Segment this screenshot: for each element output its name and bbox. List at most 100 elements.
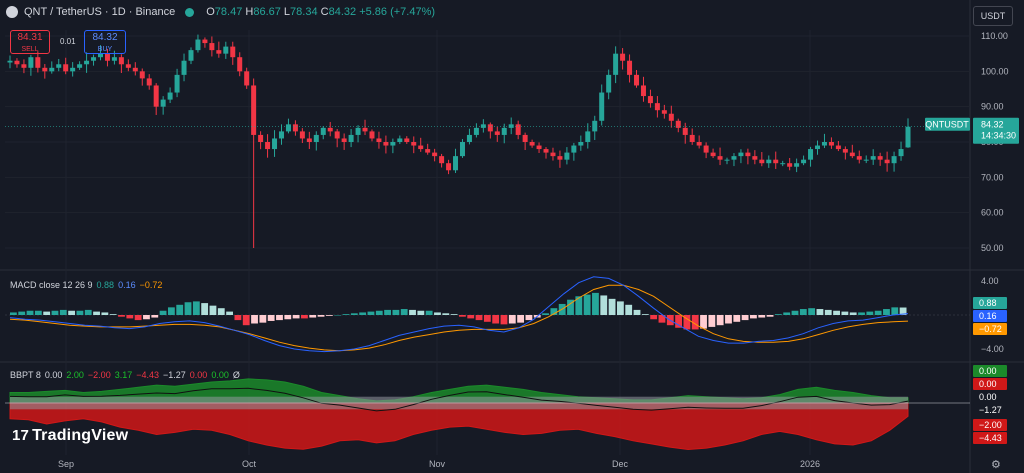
macd-histogram-bar (184, 302, 192, 315)
macd-histogram-bar (43, 311, 51, 315)
candle-body (383, 142, 389, 146)
candle-body (508, 124, 514, 128)
candle-body (738, 152, 744, 157)
macd-histogram-bar (899, 307, 907, 315)
candle-body (668, 113, 674, 121)
macd-value-tag (973, 310, 1007, 322)
macd-histogram-bar (167, 307, 175, 315)
candle-body (446, 163, 452, 171)
bbpt-value-tag (973, 391, 1007, 403)
candle-body (571, 145, 577, 153)
settings-gear-icon[interactable]: ⚙ (991, 459, 1001, 471)
price-tick-label: 60.00 (981, 208, 1004, 218)
bbpt-value-label: 0.00 (979, 392, 997, 402)
candle-body (258, 134, 264, 142)
candle-body (411, 142, 417, 146)
candle-body (376, 138, 382, 142)
macd-histogram-bar (442, 313, 450, 315)
macd-histogram-bar (858, 312, 865, 315)
candle-body (536, 145, 542, 150)
candle-body (731, 156, 737, 160)
candle-body (459, 142, 465, 157)
macd-value-label: −0.72 (979, 324, 1002, 334)
candle-body (14, 60, 20, 65)
macd-histogram-bar (342, 314, 350, 315)
candle-body (181, 60, 187, 75)
candle-body (473, 127, 479, 135)
macd-histogram-bar (675, 315, 682, 328)
candle-body (278, 131, 284, 139)
candle-body (216, 50, 222, 54)
macd-histogram-bar (84, 309, 92, 315)
macd-histogram-bar (583, 294, 591, 315)
macd-histogram-bar (517, 315, 525, 323)
macd-histogram-bar (101, 312, 109, 315)
candle-body (703, 145, 709, 153)
macd-histogram-bar (542, 313, 549, 315)
candle-body (613, 53, 619, 75)
macd-histogram-bar (10, 312, 17, 315)
candle-body (209, 43, 215, 51)
macd-histogram-bar (733, 315, 741, 322)
candle-body (675, 120, 681, 128)
macd-histogram-bar (641, 314, 649, 315)
macd-histogram-bar (234, 315, 242, 321)
macd-histogram-bar (209, 305, 217, 315)
candle-body (77, 64, 83, 68)
sell-button[interactable]: 84.31 SELL (10, 30, 50, 54)
candle-body (404, 138, 410, 142)
macd-histogram-bar (284, 315, 292, 320)
macd-histogram-bar (816, 309, 824, 315)
price-candles (5, 34, 970, 248)
candle-body (390, 142, 396, 146)
macd-histogram-bar (251, 315, 258, 324)
candle-body (627, 60, 633, 75)
buy-button[interactable]: 84.32 BUY (84, 30, 126, 54)
macd-histogram-bar (841, 311, 849, 315)
bbpt-legend[interactable]: BBPT 8 0.00 2.00 −2.00 3.17 −4.43 −1.27 0.00 0.0… (10, 370, 240, 380)
macd-histogram-bar (483, 315, 491, 322)
macd-value-tag (973, 297, 1007, 309)
candle-body (466, 134, 472, 142)
macd-histogram-bar (567, 299, 574, 315)
bbpt-value-label: −4.43 (979, 433, 1002, 443)
candle-body (425, 149, 431, 153)
candle-body (230, 46, 236, 58)
candle-body (682, 127, 688, 135)
candle-body (564, 152, 570, 160)
bbpt-value-tag (973, 419, 1007, 431)
currency-selector[interactable]: USDT (973, 6, 1013, 26)
symbol-title[interactable]: QNT / TetherUS · 1D · Binance (24, 6, 176, 18)
candle-body (153, 85, 159, 107)
candle-body (188, 50, 194, 61)
macd-histogram-bar (409, 309, 416, 315)
candle-body (125, 64, 131, 68)
time-tick-label: 2026 (800, 459, 820, 469)
macd-histogram-bar (425, 310, 433, 315)
macd-histogram-bar (259, 315, 267, 323)
candle-body (306, 138, 312, 142)
candle-body (828, 142, 834, 146)
macd-histogram-bar (384, 309, 391, 315)
macd-histogram-bar (334, 315, 342, 316)
time-tick-label: Sep (58, 459, 74, 469)
candle-body (362, 127, 368, 132)
macd-legend[interactable]: MACD close 12 26 9 0.88 0.16 −0.72 (10, 280, 163, 290)
chart-header: QNT / TetherUS · 1D · Binance O78.47 H86… (6, 6, 435, 18)
candle-body (132, 67, 138, 72)
candle-body (689, 134, 695, 142)
tradingview-logo[interactable]: 17 TradingView (12, 427, 129, 444)
macd-histogram-bar (691, 315, 699, 330)
macd-histogram-bar (309, 315, 317, 318)
candle-body (494, 131, 500, 135)
price-tick-label: 100.00 (981, 66, 1009, 76)
macd-histogram-bar (575, 296, 583, 315)
macd-histogram-bar (459, 315, 466, 317)
symbol-tag (925, 117, 970, 131)
candle-body (724, 159, 730, 161)
macd-histogram-bar (683, 315, 691, 330)
bbpt-value-tag (973, 432, 1007, 444)
macd-histogram-bar (350, 313, 358, 315)
